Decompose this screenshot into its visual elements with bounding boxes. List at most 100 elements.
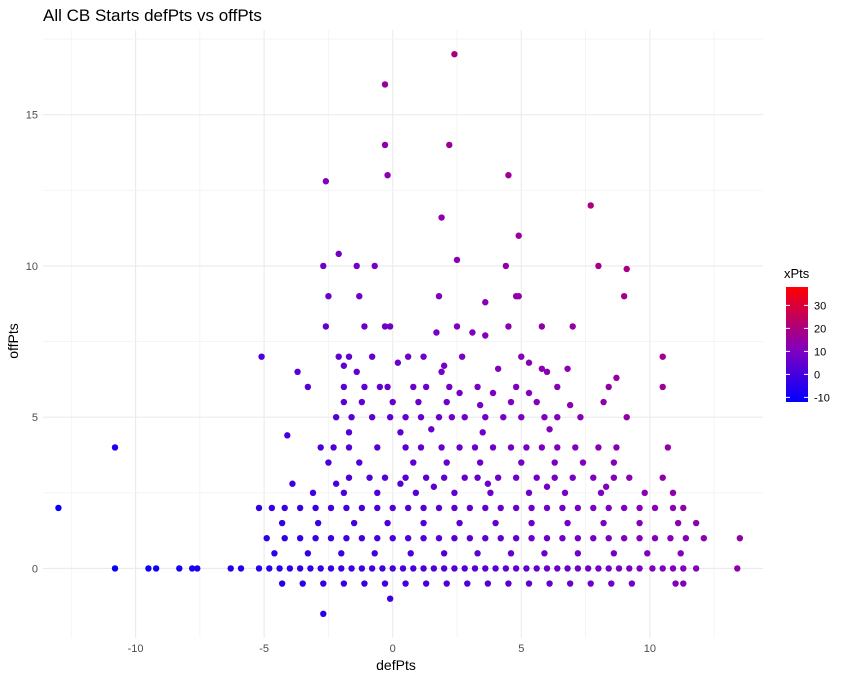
data-point bbox=[366, 474, 373, 481]
data-point bbox=[672, 580, 679, 587]
legend-tick-label: -10 bbox=[814, 392, 830, 404]
data-point bbox=[507, 398, 515, 406]
data-point bbox=[446, 141, 453, 149]
data-point bbox=[569, 474, 576, 481]
data-point bbox=[484, 580, 492, 587]
data-point bbox=[456, 519, 463, 527]
data-point bbox=[651, 534, 659, 542]
data-point bbox=[374, 534, 381, 542]
data-point bbox=[528, 534, 535, 542]
data-point bbox=[389, 398, 396, 406]
data-point bbox=[296, 565, 304, 572]
data-point bbox=[368, 413, 376, 421]
data-point bbox=[610, 474, 618, 481]
data-point bbox=[420, 534, 427, 542]
data-point bbox=[397, 480, 404, 487]
data-point bbox=[420, 353, 427, 360]
data-point bbox=[512, 383, 520, 391]
x-axis-title: defPts bbox=[376, 657, 416, 673]
data-point bbox=[440, 565, 448, 572]
data-point bbox=[358, 504, 366, 512]
data-point bbox=[317, 565, 324, 572]
data-point bbox=[389, 504, 396, 512]
data-point bbox=[489, 444, 497, 451]
data-point bbox=[278, 580, 286, 587]
data-point bbox=[415, 398, 422, 406]
data-point bbox=[410, 459, 417, 466]
data-point bbox=[525, 489, 533, 497]
data-point bbox=[669, 504, 677, 512]
data-point bbox=[518, 459, 525, 466]
data-point bbox=[595, 262, 602, 270]
data-point bbox=[482, 565, 489, 572]
data-point bbox=[304, 550, 312, 557]
data-point bbox=[407, 550, 414, 557]
y-axis-title: offPts bbox=[5, 323, 21, 359]
data-point bbox=[546, 580, 553, 587]
data-point bbox=[338, 550, 345, 557]
data-point bbox=[438, 214, 445, 221]
data-point bbox=[466, 504, 474, 512]
data-point bbox=[374, 489, 381, 497]
y-tick-label: 15 bbox=[26, 110, 38, 122]
x-tick-label: 10 bbox=[644, 643, 656, 655]
data-point bbox=[554, 413, 561, 421]
data-point bbox=[507, 444, 515, 451]
data-point bbox=[428, 426, 435, 433]
data-point bbox=[309, 489, 317, 497]
data-point bbox=[361, 580, 368, 587]
data-point bbox=[659, 474, 666, 481]
data-point bbox=[327, 565, 335, 572]
data-point bbox=[402, 580, 409, 587]
data-point bbox=[644, 550, 651, 557]
data-point bbox=[440, 362, 448, 369]
data-point bbox=[502, 565, 510, 572]
data-point bbox=[543, 565, 551, 572]
data-point bbox=[734, 565, 741, 572]
data-point bbox=[554, 444, 561, 451]
data-point bbox=[476, 401, 484, 409]
data-point bbox=[343, 534, 350, 542]
data-point bbox=[566, 401, 574, 409]
data-point bbox=[111, 444, 119, 451]
data-point bbox=[579, 459, 587, 466]
data-point bbox=[482, 332, 489, 339]
x-axis-ticks: -10 -5 0 5 10 bbox=[128, 643, 656, 655]
data-point bbox=[476, 459, 484, 466]
data-point bbox=[590, 504, 597, 512]
data-point bbox=[584, 565, 592, 572]
data-point bbox=[636, 565, 643, 572]
data-point bbox=[379, 565, 386, 572]
data-point bbox=[340, 362, 348, 369]
data-point bbox=[289, 480, 296, 487]
data-point bbox=[412, 489, 420, 497]
data-point bbox=[394, 359, 402, 366]
data-point bbox=[435, 534, 443, 542]
data-point bbox=[389, 534, 396, 542]
data-point bbox=[384, 383, 391, 391]
data-point bbox=[410, 565, 417, 572]
data-point bbox=[345, 474, 353, 481]
data-point bbox=[374, 444, 381, 451]
data-point bbox=[358, 565, 366, 572]
data-point bbox=[482, 299, 489, 306]
data-point bbox=[651, 504, 659, 512]
data-point bbox=[255, 565, 263, 572]
chart-title: All CB Starts defPts vs offPts bbox=[43, 6, 262, 25]
data-point bbox=[448, 413, 456, 421]
data-point bbox=[554, 565, 561, 572]
data-point bbox=[271, 550, 278, 557]
data-point bbox=[474, 550, 481, 557]
data-point bbox=[464, 580, 471, 587]
color-legend: xPts -10 0 10 20 30 bbox=[784, 266, 830, 404]
data-point bbox=[451, 489, 458, 497]
data-point bbox=[574, 534, 582, 542]
data-point bbox=[518, 413, 525, 421]
data-point bbox=[145, 565, 152, 572]
data-point bbox=[551, 474, 558, 481]
data-point bbox=[345, 429, 353, 436]
data-point bbox=[422, 580, 430, 587]
data-point bbox=[443, 580, 450, 587]
